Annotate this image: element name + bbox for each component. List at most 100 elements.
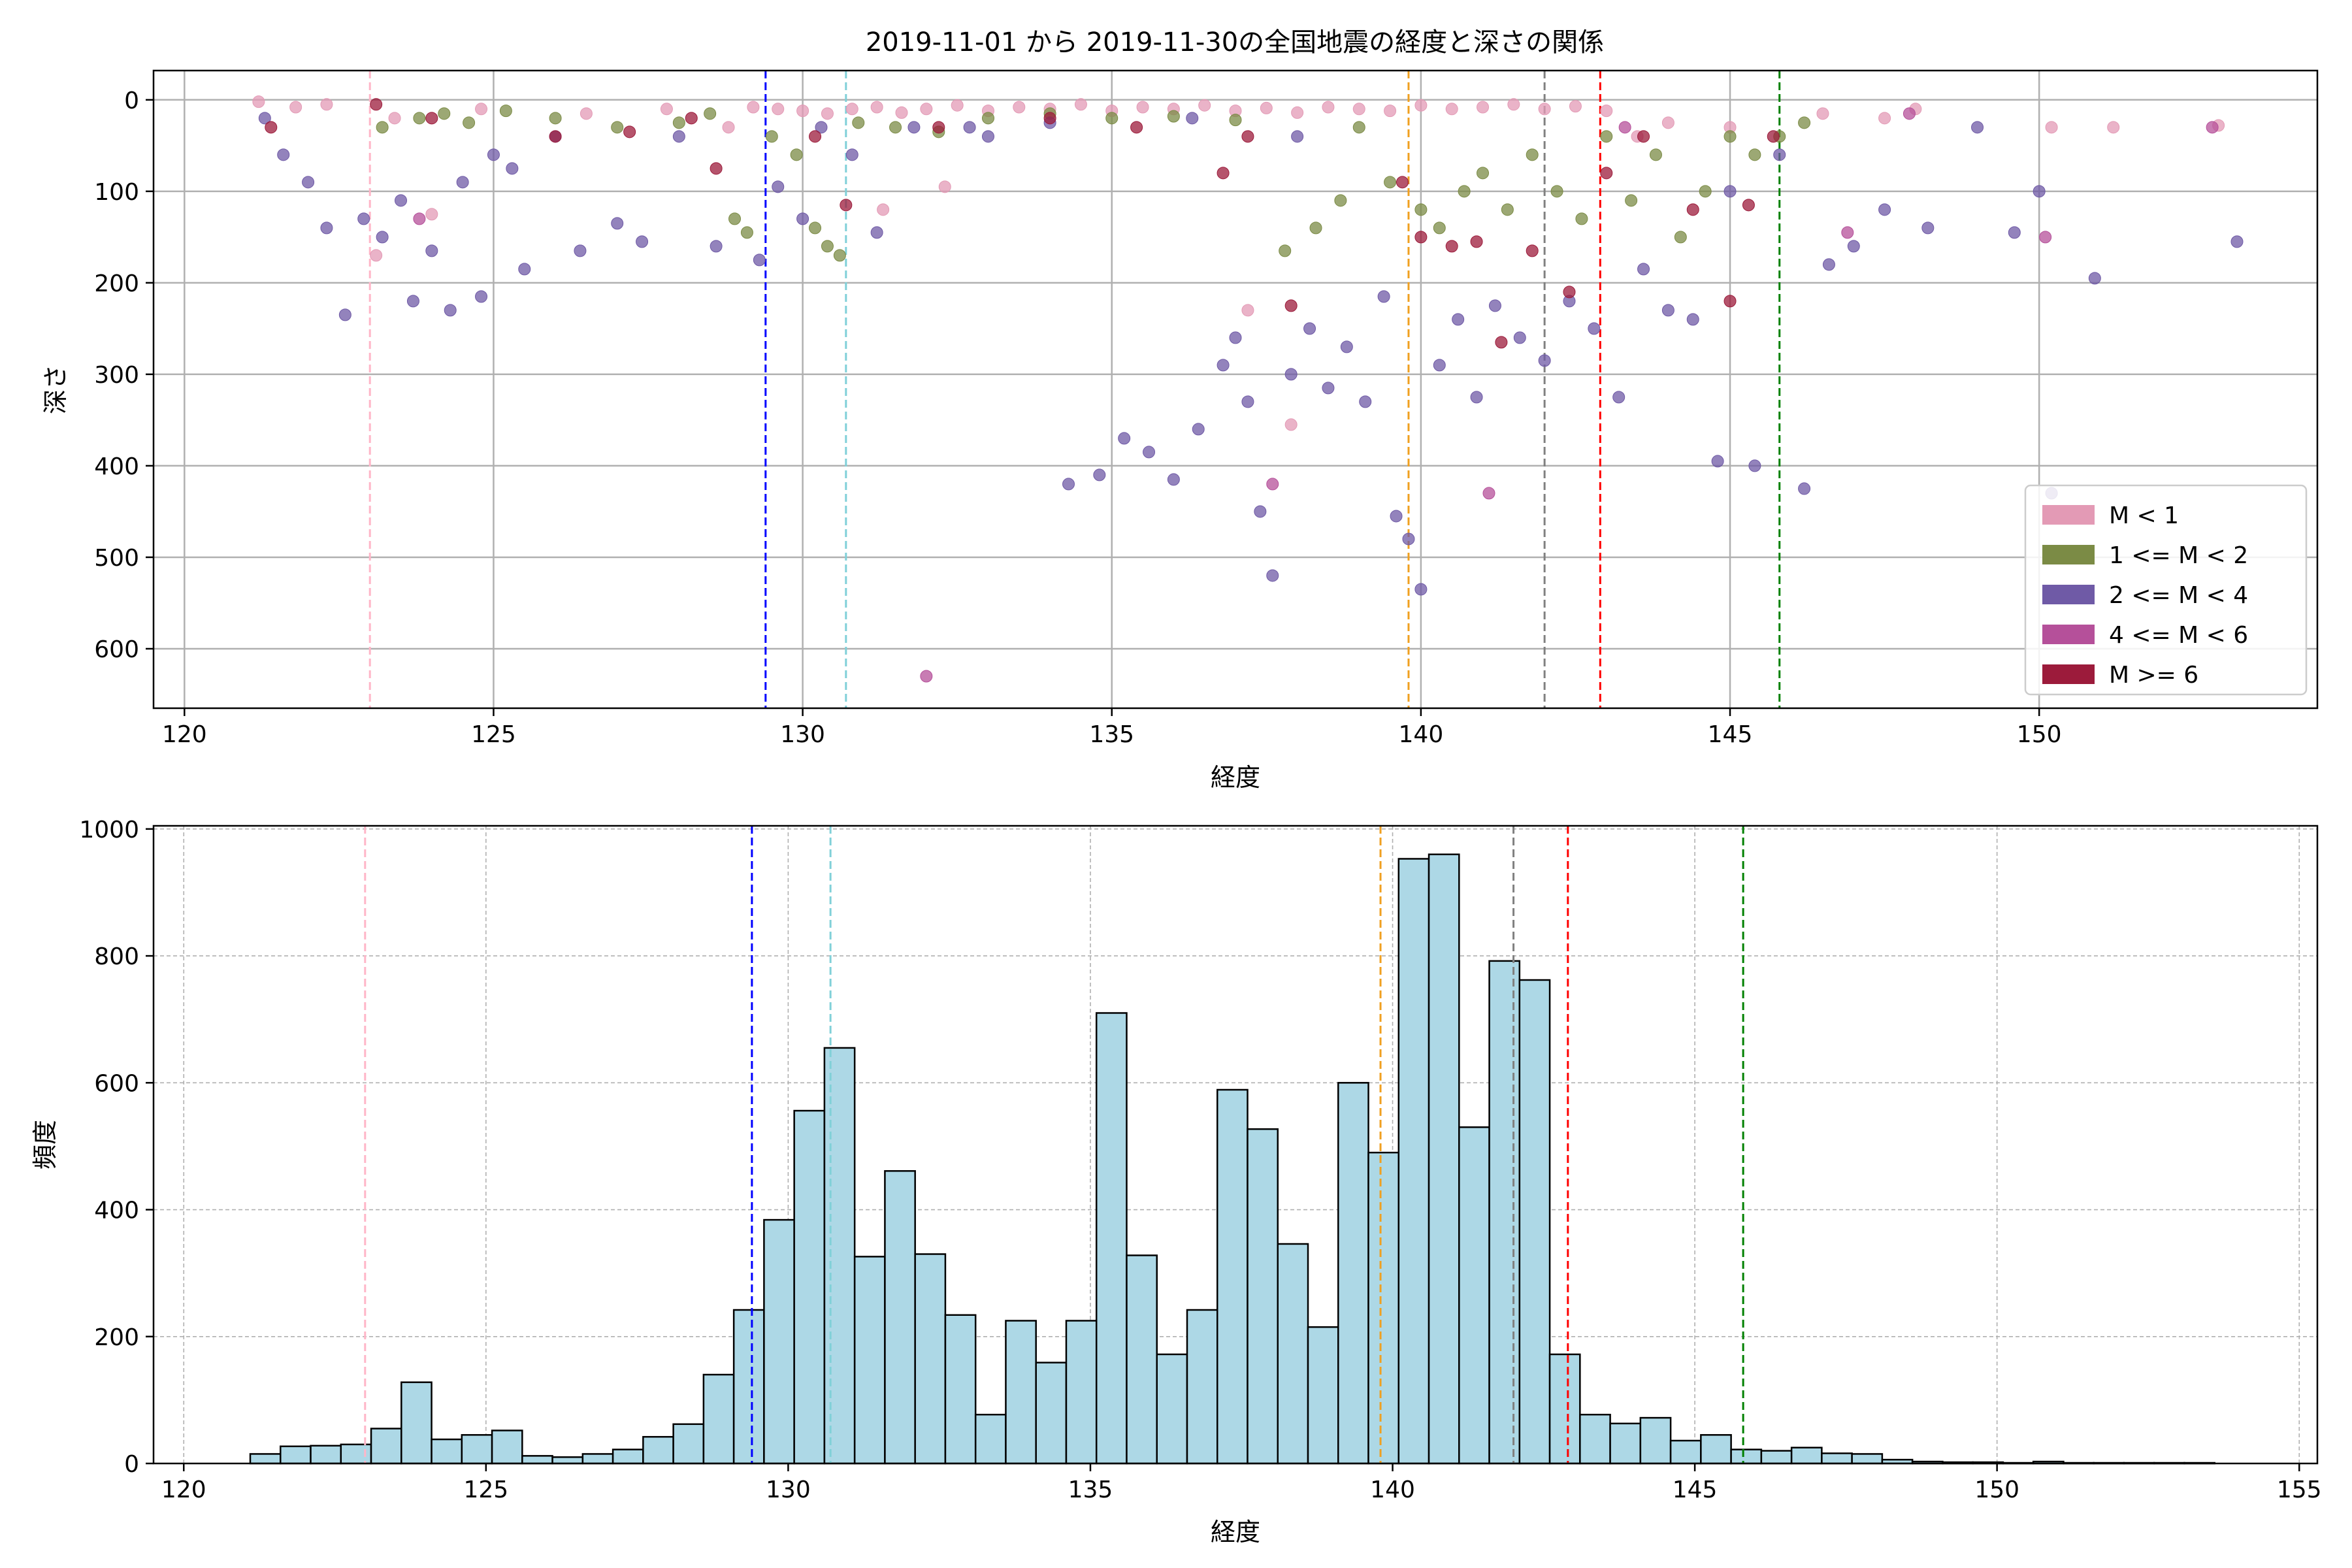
scatter-point [1340,340,1353,353]
scatter-point [1495,336,1508,349]
scatter-point [1971,121,1984,134]
histogram-bar [1005,1320,1037,1465]
scatter-point [506,162,519,175]
histogram-bar [249,1453,282,1465]
scatter-y-ticks: 0 100 200 300 400 500 600 [94,88,154,663]
scatter-point [1526,244,1539,257]
scatter-point [672,116,685,129]
scatter-point [1377,290,1390,303]
scatter-point [1402,532,1415,546]
scatter-point [1822,258,1835,271]
scatter-point [796,105,809,118]
histogram-bar [1639,1416,1672,1465]
histogram-bar [702,1373,735,1465]
scatter-point [1507,98,1520,111]
legend-swatch [2042,585,2095,604]
scatter-point [2033,185,2046,198]
histogram-bar [1518,979,1551,1465]
histogram-bar [1126,1254,1158,1465]
scatter-point [1322,101,1335,114]
scatter-point [1284,368,1298,381]
histogram-bar [581,1453,614,1465]
scatter-point [722,121,735,134]
histogram-bar [280,1445,312,1465]
histogram-bar [1730,1448,1763,1465]
scatter-point [1414,583,1428,596]
scatter-point [710,162,723,175]
scatter-x-tick-label: 145 [1708,721,1753,748]
histogram-bar [763,1218,795,1465]
histogram-x-tick-label: 155 [2277,1477,2322,1503]
histogram-y-ticks: 0 200 400 600 800 1000 [79,817,154,1478]
scatter-point [338,308,351,321]
scatter-point [845,148,858,161]
scatter-point [413,212,426,225]
histogram-bar [1277,1243,1309,1465]
scatter-point [320,98,333,111]
scatter-point [1649,148,1662,161]
scatter-point [1600,167,1613,180]
scatter-point [1477,167,1490,180]
histogram-plot-frame [152,825,2319,1465]
histogram-bar [732,1309,765,1465]
scatter-point [1798,482,1811,495]
scatter-point [1526,148,1539,161]
scatter-point [1266,569,1279,582]
histogram-bars [249,853,2215,1465]
scatter-point [1625,194,1638,207]
scatter-point [1414,99,1428,112]
scatter-point [1291,106,1304,119]
scatter-point [1217,167,1230,180]
scatter-y-tick-label: 300 [94,362,139,389]
scatter-point [438,107,451,120]
scatter-title: 2019-11-01 から 2019-11-30の全国地震の経度と深さの関係 [866,27,1604,57]
scatter-point [685,112,698,125]
histogram-bar [1488,960,1521,1465]
histogram-bar [1216,1088,1249,1465]
legend-label: M < 1 [2109,502,2179,529]
scatter-reference-lines [368,71,1781,708]
histogram-y-tick-label: 1000 [79,817,139,843]
histogram-bar [1247,1128,1279,1465]
scatter-point [1130,121,1143,134]
scatter-x-tick-label: 125 [471,721,516,748]
scatter-point [1229,114,1242,127]
scatter-point [728,212,742,225]
scatter-point [376,121,389,134]
scatter-point [1501,203,1514,216]
histogram-bar [1700,1434,1732,1465]
histogram-x-tick-label: 120 [161,1477,206,1503]
scatter-point [425,244,438,257]
scatter-point [277,148,290,161]
histogram-y-axis-label: 頻度 [31,1120,59,1169]
scatter-point [1723,185,1737,198]
scatter-point [951,99,964,112]
histogram-bar [1579,1413,1611,1465]
scatter-point [1384,105,1397,118]
scatter-point [1143,446,1156,459]
scatter-point [1241,395,1254,408]
scatter-point [740,226,753,239]
scatter-point [1136,101,1149,114]
scatter-point [1699,185,1712,198]
scatter-point [1284,299,1298,312]
scatter-point [833,249,846,262]
legend-swatch [2042,505,2095,525]
scatter-point [1878,203,1891,216]
scatter-point [1773,148,1786,161]
scatter-point [1742,199,1755,212]
scatter-point [425,112,438,125]
scatter-point [821,107,834,120]
scatter-point [772,103,785,116]
scatter-y-tick-label: 200 [94,270,139,297]
scatter-point [1748,148,1761,161]
histogram-bar [823,1047,856,1465]
scatter-point [852,116,865,129]
scatter-point [388,112,401,125]
scatter-point [1723,130,1737,143]
scatter-point [1013,101,1026,114]
scatter-point [845,103,858,116]
histogram-panel: 120 125 130 135 140 145 150 155 0 200 400 600 800 10… [31,817,2322,1546]
scatter-panel: 2019-11-01 から 2019-11-30の全国地震の経度と深さの関係 1… [41,27,2319,792]
